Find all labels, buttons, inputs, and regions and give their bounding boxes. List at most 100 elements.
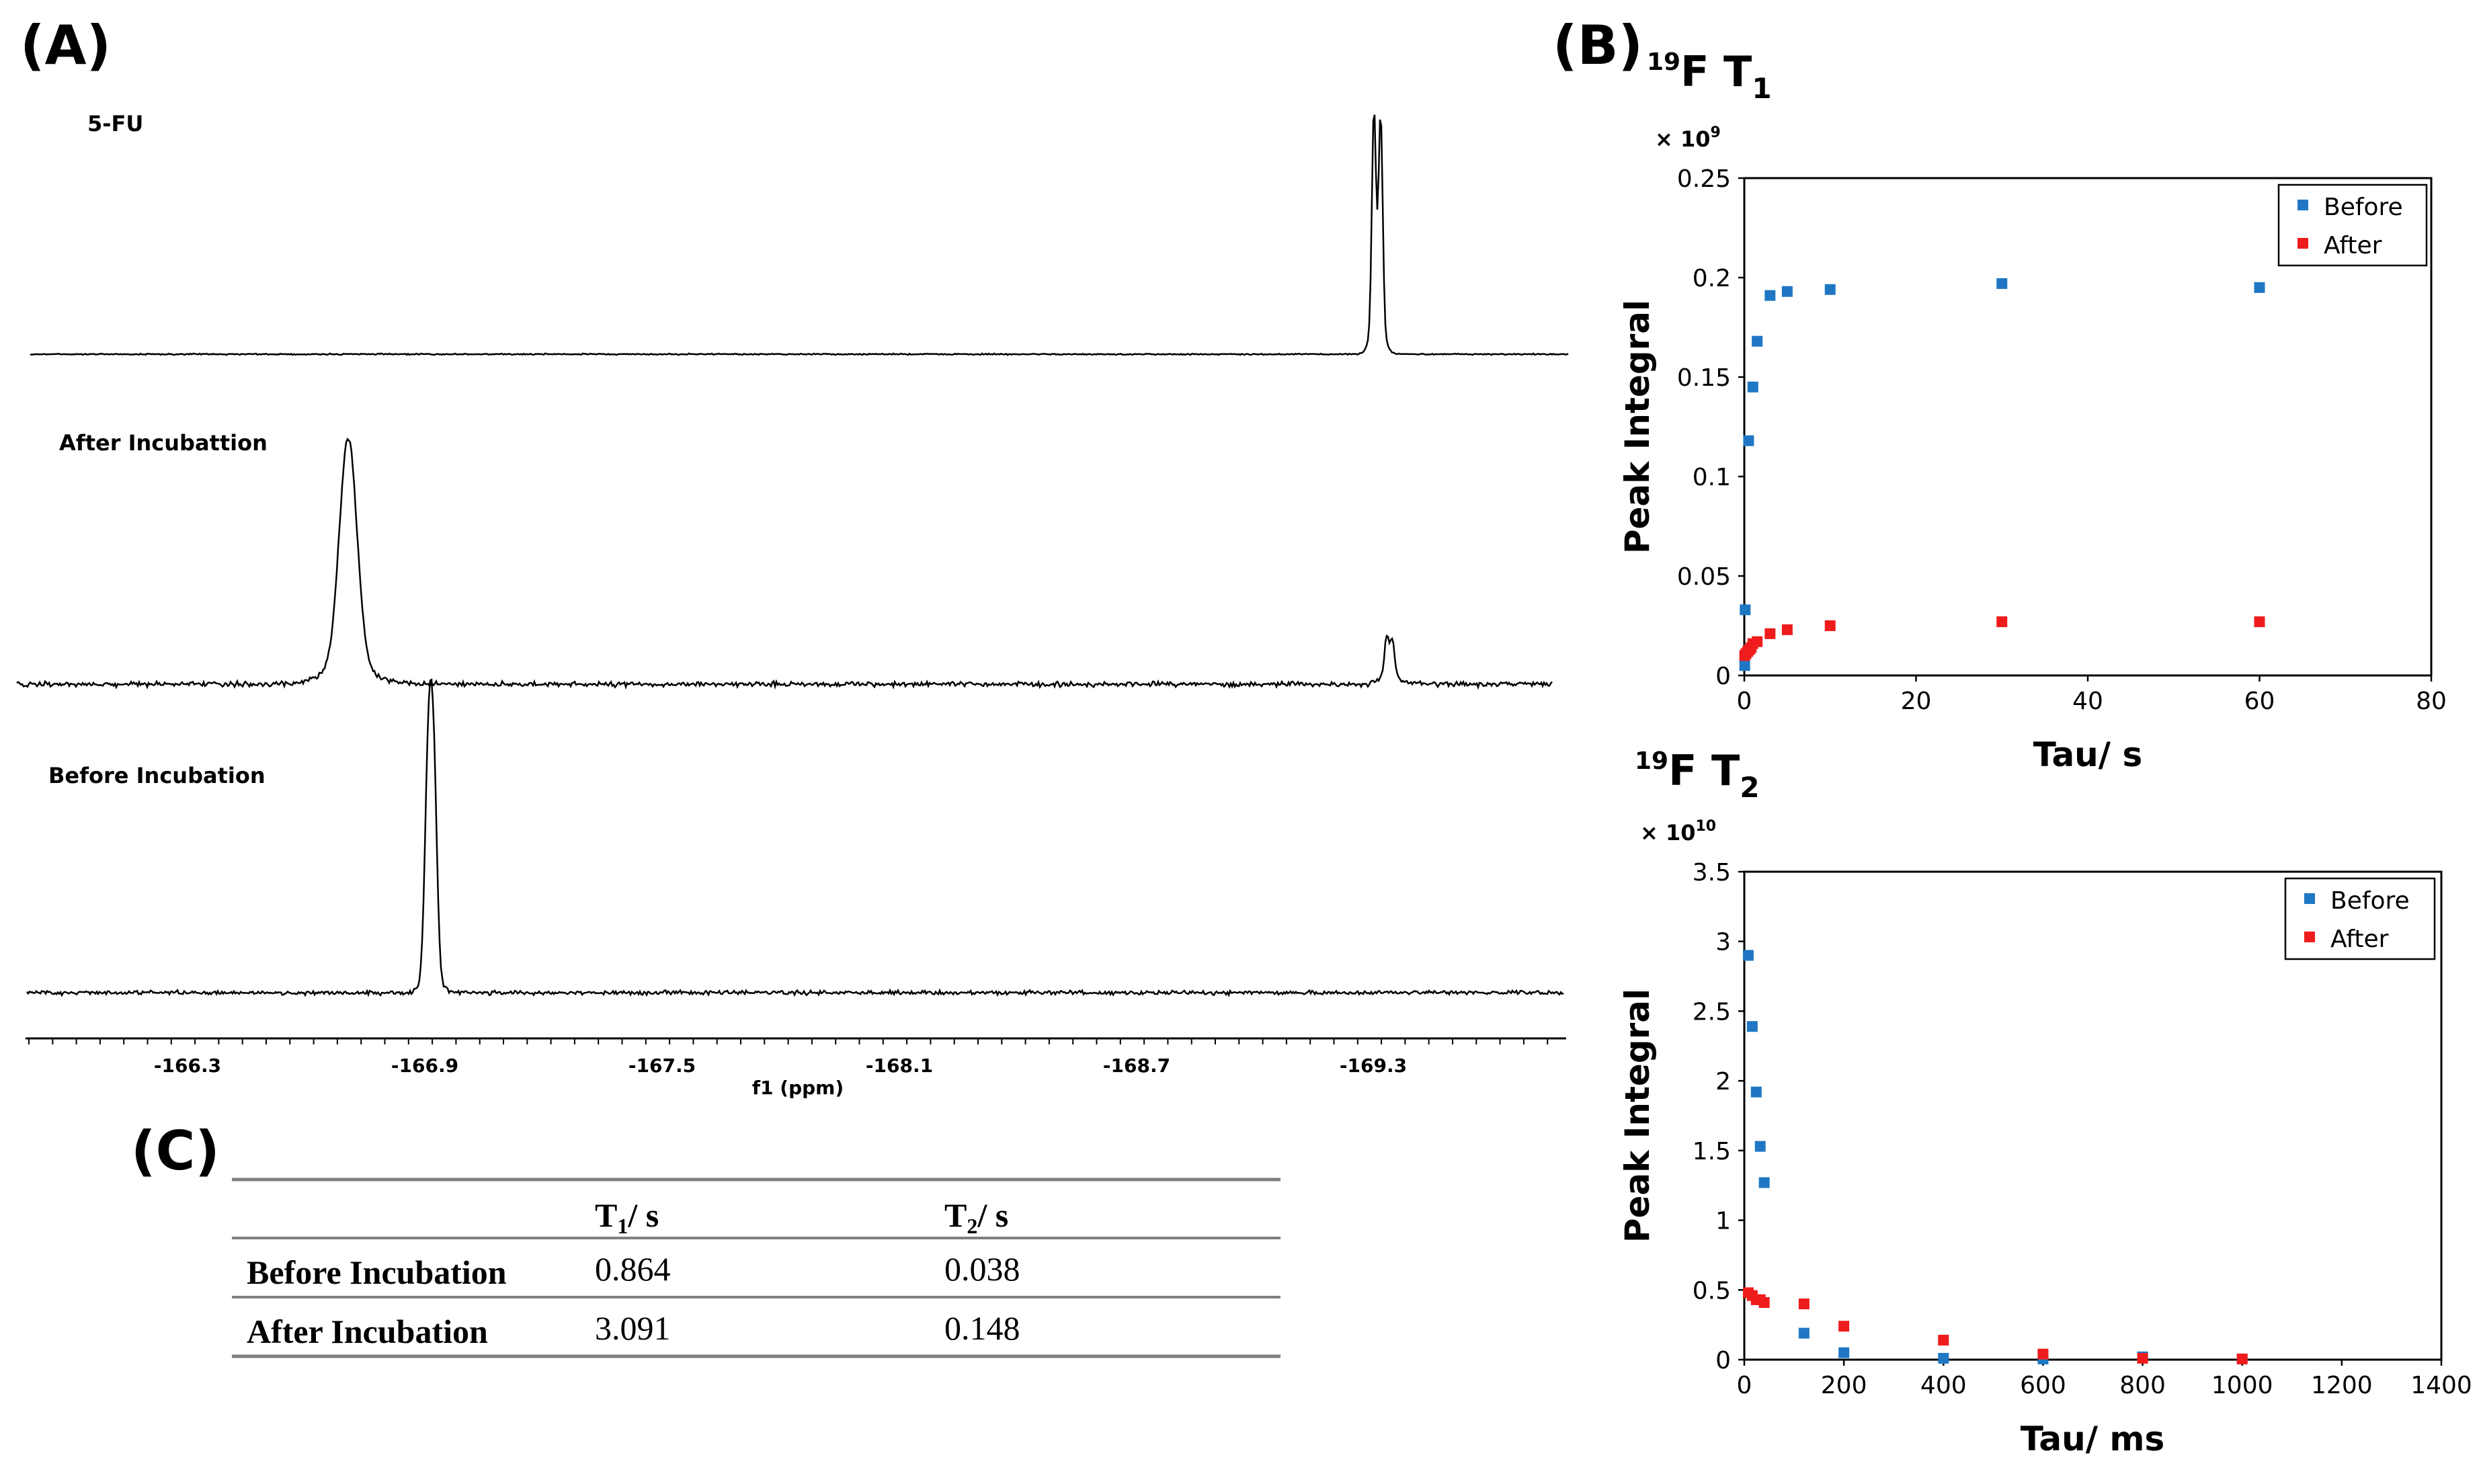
data-point-before	[1752, 335, 1763, 347]
data-point-before	[2254, 282, 2265, 293]
t2-chart: 19F T2 × 1010 0 200 400 600 800 1000 1200 1400 …	[1618, 746, 2472, 1458]
data-point-after	[2254, 616, 2265, 628]
t1-legend: Before After	[2277, 183, 2428, 267]
data-point-before	[1754, 1141, 1766, 1152]
t1-data-points	[1739, 278, 2265, 671]
relaxation-table: T1/ s T2/ s Before Incubation 0.864 0.03…	[232, 1178, 1280, 1358]
spectrum-trace-5fu	[30, 114, 1569, 356]
ppm-tick-label: -166.9	[391, 1055, 458, 1077]
ppm-tick-label: -168.7	[1103, 1055, 1170, 1077]
panel-label-c: (C)	[131, 1120, 220, 1182]
data-point-before	[1798, 1327, 1809, 1339]
data-point-after	[2037, 1348, 2049, 1360]
table-header-t2: T2/ s	[944, 1196, 1008, 1238]
y-tick-label: 2.5	[1693, 998, 1731, 1026]
data-point-after	[1752, 636, 1763, 647]
spectrum-title-5fu: 5-FU	[87, 111, 143, 136]
table-cell-t1: 3.091	[595, 1309, 671, 1347]
data-point-after	[2137, 1352, 2148, 1364]
data-point-after	[1798, 1298, 1809, 1310]
data-point-after	[2236, 1353, 2248, 1364]
t2-y-axis: 0 0.5 1 1.5 2 2.5 3 3.5	[1693, 859, 1744, 1374]
data-point-after	[1938, 1334, 1949, 1346]
data-point-before	[1824, 284, 1836, 295]
table-cell-t1: 0.864	[595, 1250, 671, 1288]
y-tick-label: 3.5	[1693, 859, 1731, 887]
t1-legend-label-before: Before	[2324, 194, 2403, 221]
t2-y-multiplier: × 1010	[1640, 818, 1716, 846]
y-tick-label: 0.1	[1693, 464, 1731, 491]
ppm-tick-label: -169.3	[1340, 1055, 1407, 1077]
y-tick-label: 0.5	[1693, 1277, 1731, 1305]
ppm-axis-minor-ticks	[28, 1038, 1549, 1044]
t1-chart-title: 19F T1	[1647, 47, 1772, 105]
data-point-after	[1758, 1296, 1770, 1308]
panel-label-a: (A)	[20, 14, 111, 77]
ppm-tick-label: -167.5	[628, 1055, 696, 1077]
y-tick-label: 1	[1715, 1208, 1731, 1235]
ppm-tick-label: -166.3	[154, 1055, 221, 1077]
t1-x-label: Tau/ s	[2033, 735, 2142, 774]
data-point-before	[1739, 660, 1750, 671]
table-row-label: After Incubation	[247, 1313, 488, 1350]
data-point-before	[1750, 1086, 1762, 1098]
t2-legend-label-after: After	[2330, 925, 2389, 953]
data-point-before	[1740, 604, 1751, 616]
y-tick-label: 0.05	[1677, 563, 1731, 591]
x-tick-label: 0	[1737, 1372, 1752, 1399]
t1-y-label: Peak Integral	[1618, 300, 1657, 554]
t2-legend-label-before: Before	[2330, 887, 2410, 915]
x-tick-label: 1400	[2410, 1372, 2472, 1399]
t2-legend: Before After	[2284, 877, 2436, 960]
ppm-tick-label: -168.1	[866, 1055, 933, 1077]
t1-x-axis: 0 20 40 60 80	[1737, 675, 2447, 715]
y-tick-label: 1.5	[1693, 1138, 1731, 1165]
t2-data-points	[1742, 950, 2248, 1364]
y-tick-label: 0	[1715, 1347, 1731, 1374]
spectrum-trace-after	[16, 438, 1553, 690]
t1-legend-box	[2277, 183, 2428, 267]
data-point-after	[1838, 1321, 1850, 1332]
x-tick-label: 40	[2072, 688, 2103, 715]
table-header-t1: T1/ s	[595, 1196, 659, 1238]
t2-legend-marker-after	[2304, 932, 2315, 942]
t1-legend-marker-before	[2297, 200, 2308, 210]
ppm-axis-label: f1 (ppm)	[752, 1077, 844, 1099]
t1-chart: 19F T1 × 109 0 20 40 60 80 0 0.05 0.1 0.15 0.2 0.…	[1618, 47, 2447, 774]
x-tick-label: 60	[2244, 688, 2275, 715]
x-tick-label: 400	[1920, 1372, 1967, 1399]
data-point-after	[1764, 628, 1776, 639]
y-tick-label: 2	[1715, 1068, 1731, 1096]
t2-legend-marker-before	[2304, 893, 2315, 904]
table-row-label: Before Incubation	[247, 1253, 507, 1291]
data-point-before	[1764, 290, 1776, 301]
y-tick-label: 0	[1715, 663, 1731, 690]
data-point-before	[1758, 1177, 1770, 1188]
data-point-after	[1824, 620, 1836, 631]
t2-x-label: Tau/ ms	[2021, 1419, 2165, 1458]
data-point-before	[1743, 435, 1754, 446]
x-tick-label: 80	[2416, 688, 2447, 715]
x-tick-label: 600	[2020, 1372, 2066, 1399]
spectrum-trace-before	[26, 678, 1564, 997]
spectrum-title-after: After Incubattion	[59, 430, 268, 456]
x-tick-label: 800	[2119, 1372, 2166, 1399]
data-point-before	[1742, 950, 1754, 961]
x-tick-label: 0	[1737, 688, 1752, 715]
data-point-before	[1747, 381, 1758, 393]
panel-label-b: (B)	[1553, 14, 1643, 77]
data-point-before	[1938, 1352, 1949, 1364]
data-point-before	[1781, 286, 1793, 297]
t1-y-multiplier: × 109	[1655, 124, 1721, 152]
data-point-after	[1996, 616, 2008, 628]
x-tick-label: 1000	[2211, 1372, 2273, 1399]
data-point-after	[1781, 624, 1793, 635]
x-tick-label: 200	[1821, 1372, 1867, 1399]
t2-x-axis: 0 200 400 600 800 1000 1200 1400	[1737, 1360, 2472, 1399]
data-point-before	[1996, 278, 2008, 289]
y-tick-label: 0.15	[1677, 364, 1731, 392]
t1-y-axis: 0 0.05 0.1 0.15 0.2 0.25	[1677, 165, 1744, 690]
t2-legend-box	[2284, 877, 2436, 960]
t2-y-label: Peak Integral	[1618, 989, 1657, 1243]
